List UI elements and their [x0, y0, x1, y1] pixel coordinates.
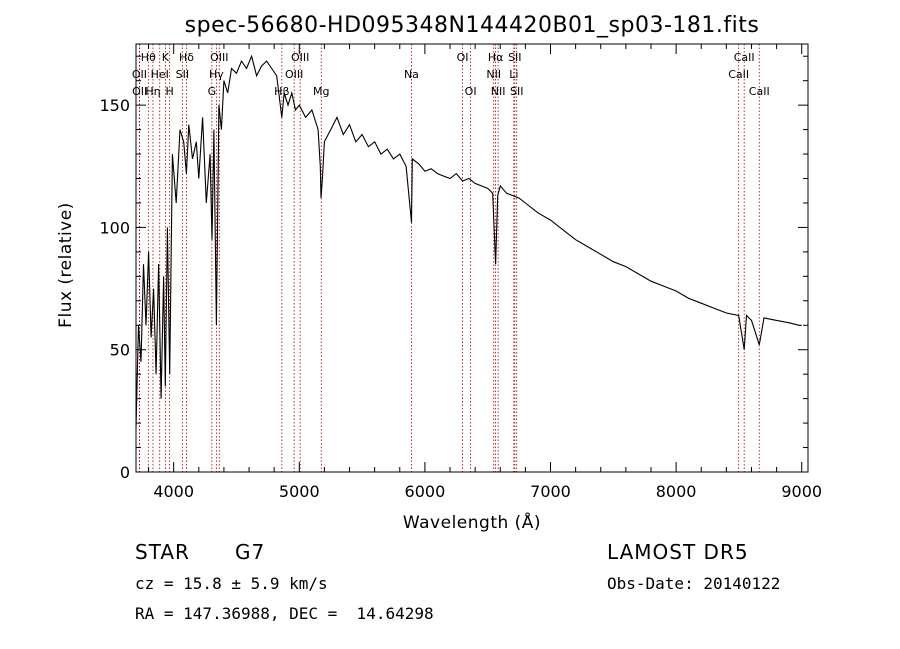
- line-marker-label-11: G: [208, 85, 217, 98]
- line-marker-label-13: OIII: [285, 68, 303, 81]
- y-tick-label-50: 50: [110, 341, 130, 360]
- line-marker-label-27: CaII: [749, 85, 770, 98]
- object-class: STAR: [135, 540, 190, 564]
- x-tick-label-8000: 8000: [656, 482, 697, 501]
- line-marker-label-25: CaII: [734, 51, 755, 64]
- line-marker-label-9: OIII: [210, 51, 228, 64]
- coordinates: RA = 147.36988, DEC = 14.64298: [135, 604, 434, 623]
- y-tick-label-100: 100: [99, 218, 130, 237]
- object-subclass: G7: [235, 540, 266, 564]
- line-markers: [138, 44, 760, 472]
- line-marker-label-19: Hα: [488, 51, 504, 64]
- line-marker-label-21: NII: [491, 85, 506, 98]
- axis-ticks: 4000 5000 6000 7000 8000 9000 0 50 100 150: [99, 44, 822, 501]
- survey-name: LAMOST DR5: [607, 540, 749, 564]
- line-marker-label-4: HeI: [151, 68, 169, 81]
- x-tick-label-7000: 7000: [530, 482, 571, 501]
- plot-frame: [135, 43, 809, 473]
- line-marker-label-23: Li: [509, 68, 518, 81]
- y-tick-label-150: 150: [99, 96, 130, 115]
- line-marker-label-1: OII: [132, 68, 147, 81]
- line-marker-label-24: SII: [510, 85, 523, 98]
- x-tick-label-9000: 9000: [781, 482, 822, 501]
- x-axis-label: Wavelength (Å): [403, 511, 541, 533]
- x-tick-label-4000: 4000: [153, 482, 194, 501]
- line-marker-label-17: OI: [457, 51, 469, 64]
- redshift-velocity: cz = 15.8 ± 5.9 km/s: [135, 574, 328, 593]
- chart-title: spec-56680-HD095348N144420B01_sp03-181.f…: [185, 13, 760, 38]
- x-tick-label-5000: 5000: [279, 482, 320, 501]
- line-marker-label-0: Hθ: [141, 51, 156, 64]
- line-marker-label-5: Hη: [145, 85, 160, 98]
- line-marker-label-26: CaII: [728, 68, 749, 81]
- y-axis-label: Flux (relative): [56, 202, 76, 328]
- line-marker-label-12: OIII: [291, 51, 309, 64]
- y-tick-label-0: 0: [120, 463, 130, 482]
- line-marker-label-10: Hγ: [209, 68, 224, 81]
- line-marker-label-15: Mg: [313, 85, 329, 98]
- line-marker-label-3: K: [162, 51, 170, 64]
- line-marker-label-6: H: [166, 85, 174, 98]
- line-marker-label-18: OI: [465, 85, 477, 98]
- observation-date: Obs-Date: 20140122: [607, 574, 781, 593]
- x-tick-label-6000: 6000: [405, 482, 446, 501]
- line-marker-label-14: Hβ: [274, 85, 289, 98]
- line-marker-label-20: NII: [486, 68, 501, 81]
- spectrum-line: [135, 54, 802, 429]
- line-marker-label-16: Na: [404, 68, 419, 81]
- line-marker-label-22: SII: [508, 51, 521, 64]
- line-marker-label-7: Hδ: [179, 51, 194, 64]
- line-marker-label-8: SII: [176, 68, 189, 81]
